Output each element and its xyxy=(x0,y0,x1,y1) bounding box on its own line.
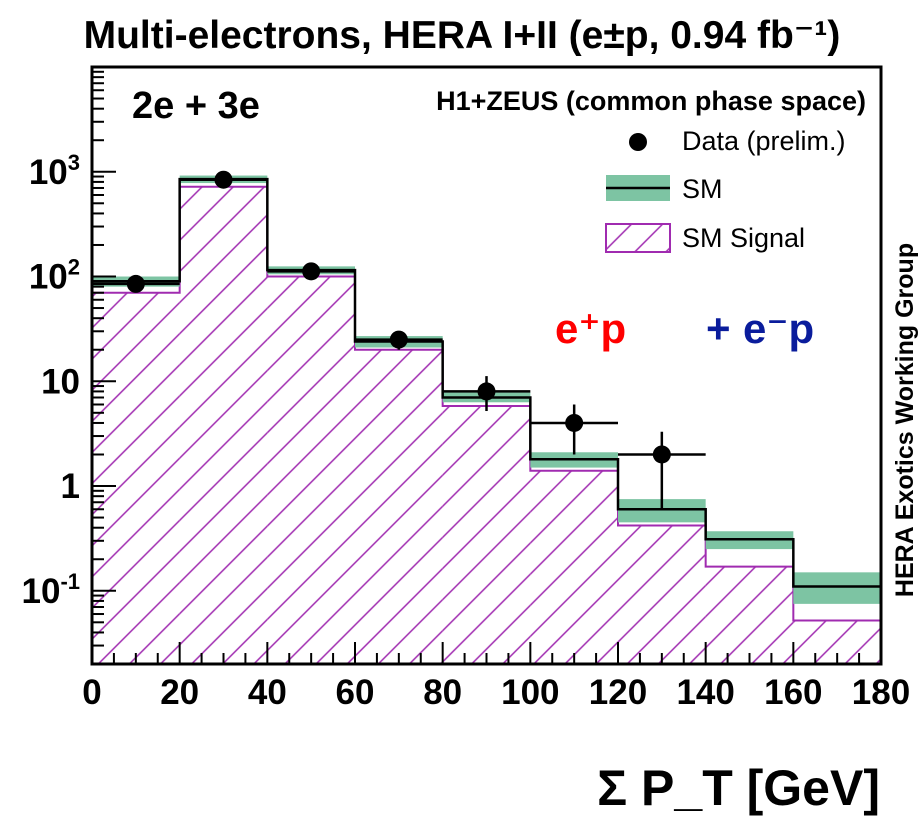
y-tick-label: 102 xyxy=(29,255,80,297)
sm-band xyxy=(618,499,706,523)
signal-bar xyxy=(267,276,355,664)
beam-plus-label: e⁺p xyxy=(555,305,626,352)
x-tick-label: 100 xyxy=(501,673,559,712)
x-tick-label: 40 xyxy=(248,673,287,712)
y-tick-label: 10-1 xyxy=(22,569,81,611)
y-tick-label: 103 xyxy=(29,150,80,192)
x-tick-label: 120 xyxy=(589,673,647,712)
legend-signal-swatch xyxy=(605,223,671,253)
x-tick-label: 20 xyxy=(160,673,199,712)
beam-plus-sign: + xyxy=(706,305,731,352)
data-point xyxy=(565,413,584,432)
signal-bar xyxy=(355,349,443,664)
signal-bar xyxy=(179,186,268,664)
beam-label: e⁺p + e⁻p xyxy=(555,305,814,352)
x-tick-label: 80 xyxy=(423,673,462,712)
data-point xyxy=(302,262,321,281)
legend-signal-label: SM Signal xyxy=(682,223,805,253)
x-tick-label: 0 xyxy=(82,673,101,712)
sm-band xyxy=(793,572,881,604)
x-axis-title: Σ P_T [GeV] xyxy=(597,760,880,816)
data-point xyxy=(652,445,671,464)
legend: Data (prelim.) SM SM Signal xyxy=(605,126,846,253)
signal-bar xyxy=(92,292,180,664)
beam-minus-label: e⁻p xyxy=(743,305,814,352)
x-tick-label: 160 xyxy=(764,673,822,712)
data-point xyxy=(477,382,496,401)
x-tick-label: 60 xyxy=(336,673,375,712)
x-tick-label: 140 xyxy=(676,673,734,712)
channel-label: 2e + 3e xyxy=(132,85,260,127)
y-tick-label: 10 xyxy=(41,362,80,401)
signal-bar xyxy=(442,406,531,664)
legend-sm-label: SM xyxy=(682,174,723,204)
signal-bar xyxy=(618,525,706,664)
signal-bar xyxy=(530,470,618,664)
data-point xyxy=(214,170,233,189)
y-tick-label: 1 xyxy=(61,467,80,506)
experiment-label: H1+ZEUS (common phase space) xyxy=(436,86,866,116)
chart-title: Multi-electrons, HERA I+II (e±p, 0.94 fb… xyxy=(84,14,841,57)
data-point xyxy=(389,330,408,349)
data-point xyxy=(126,274,145,293)
legend-data-marker xyxy=(629,133,647,151)
signal-bar xyxy=(705,566,794,664)
working-group-label: HERA Exotics Working Group xyxy=(891,243,919,597)
x-tick-label: 180 xyxy=(852,673,910,712)
legend-data-label: Data (prelim.) xyxy=(682,126,846,156)
